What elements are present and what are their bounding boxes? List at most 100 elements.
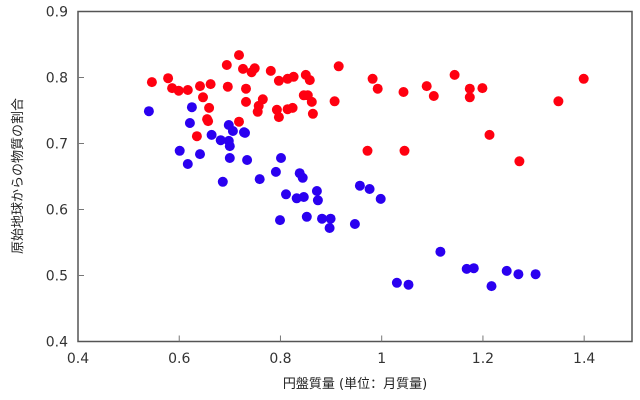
red-data-point xyxy=(306,96,317,107)
y-tick-label: 0.4 xyxy=(46,335,68,351)
blue-data-point xyxy=(375,193,386,204)
x-tick-label: 1.4 xyxy=(573,351,595,367)
blue-data-point xyxy=(364,184,375,194)
blue-data-point xyxy=(240,127,250,138)
red-data-point xyxy=(241,96,251,107)
red-data-point xyxy=(514,156,525,167)
x-tick-label: 0.4 xyxy=(67,351,89,367)
blue-data-point xyxy=(182,159,193,169)
x-tick-label: 0.8 xyxy=(269,351,291,367)
blue-data-point xyxy=(224,141,235,152)
blue-data-point xyxy=(184,118,195,128)
blue-data-point xyxy=(281,189,291,200)
y-tick-label: 0.9 xyxy=(46,5,68,21)
plot-frame xyxy=(77,10,633,343)
blue-data-point xyxy=(513,269,524,280)
data-points xyxy=(143,50,589,292)
red-data-point xyxy=(234,50,244,61)
blue-data-point xyxy=(403,279,414,290)
red-data-point xyxy=(252,106,263,117)
blue-data-point xyxy=(486,281,497,292)
red-data-point xyxy=(273,75,284,86)
red-data-point xyxy=(273,112,284,123)
red-data-point xyxy=(362,145,373,156)
blue-data-point xyxy=(224,153,235,163)
blue-data-point xyxy=(391,277,402,288)
red-data-point xyxy=(234,116,244,127)
red-data-point xyxy=(329,96,340,107)
blue-data-point xyxy=(270,166,281,177)
blue-data-point xyxy=(298,192,309,202)
blue-data-point xyxy=(468,263,479,274)
blue-data-point xyxy=(301,211,312,222)
blue-data-point xyxy=(325,213,336,224)
red-data-point xyxy=(204,102,215,113)
x-axis-ticks: 0.4 0.6 0.8 1 1.2 1.4 xyxy=(67,335,595,367)
blue-data-point xyxy=(143,106,154,117)
x-tick-label: 1 xyxy=(377,351,386,367)
red-data-point xyxy=(372,83,383,94)
blue-data-point xyxy=(501,265,512,276)
blue-data-point xyxy=(275,215,285,226)
red-data-point xyxy=(428,91,439,101)
red-data-point xyxy=(477,83,488,94)
blue-data-point xyxy=(227,126,238,136)
red-data-point xyxy=(163,73,174,84)
blue-data-point xyxy=(217,176,228,187)
red-data-point xyxy=(191,131,202,142)
red-data-point xyxy=(238,63,248,74)
red-data-point xyxy=(198,92,208,103)
red-data-point xyxy=(304,75,315,86)
blue-data-point xyxy=(297,172,308,183)
red-data-point xyxy=(464,92,475,103)
blue-data-point xyxy=(195,149,205,160)
x-tick-label: 1.2 xyxy=(472,351,494,367)
blue-data-point xyxy=(349,219,360,229)
red-data-point xyxy=(449,69,460,80)
red-data-point xyxy=(182,85,193,95)
red-data-point xyxy=(222,81,233,92)
red-data-point xyxy=(241,83,251,94)
red-data-point xyxy=(553,96,564,107)
red-data-point xyxy=(173,85,184,96)
red-data-point xyxy=(203,116,214,127)
blue-data-point xyxy=(276,153,286,163)
blue-data-point xyxy=(354,180,365,191)
blue-data-point xyxy=(312,195,323,206)
y-tick-label: 0.8 xyxy=(46,71,68,87)
blue-data-point xyxy=(311,186,322,196)
red-data-point xyxy=(578,73,589,84)
red-data-point xyxy=(221,60,232,70)
red-data-point xyxy=(246,67,257,78)
red-data-point xyxy=(398,87,409,97)
red-data-point xyxy=(146,77,157,88)
red-data-point xyxy=(333,61,344,72)
red-data-point xyxy=(399,145,410,156)
y-tick-label: 0.7 xyxy=(46,137,68,153)
y-axis-title: 原始地球からの物質の割合 xyxy=(10,98,26,254)
blue-data-point xyxy=(530,269,541,280)
red-data-point xyxy=(205,79,216,90)
red-data-point xyxy=(464,83,475,94)
red-data-point xyxy=(265,65,276,76)
red-data-point xyxy=(195,81,205,92)
x-axis-title: 円盤質量 (単位：月質量) xyxy=(283,376,427,392)
y-axis-ticks: 0.4 0.5 0.6 0.7 0.8 0.9 xyxy=(46,5,84,351)
blue-data-point xyxy=(174,145,185,156)
red-data-point xyxy=(367,73,378,84)
red-data-point xyxy=(307,108,318,119)
blue-data-point xyxy=(242,155,253,165)
blue-data-point xyxy=(215,135,226,146)
blue-data-point xyxy=(206,129,217,140)
blue-data-point xyxy=(254,174,265,185)
blue-data-point xyxy=(435,246,446,257)
red-data-point xyxy=(421,81,432,92)
red-data-point xyxy=(287,102,298,113)
blue-data-point xyxy=(186,102,197,113)
y-tick-label: 0.5 xyxy=(46,269,68,285)
x-tick-label: 0.6 xyxy=(168,351,190,367)
blue-data-point xyxy=(324,223,335,233)
blue-data-point xyxy=(317,213,327,224)
y-tick-label: 0.6 xyxy=(46,203,68,219)
